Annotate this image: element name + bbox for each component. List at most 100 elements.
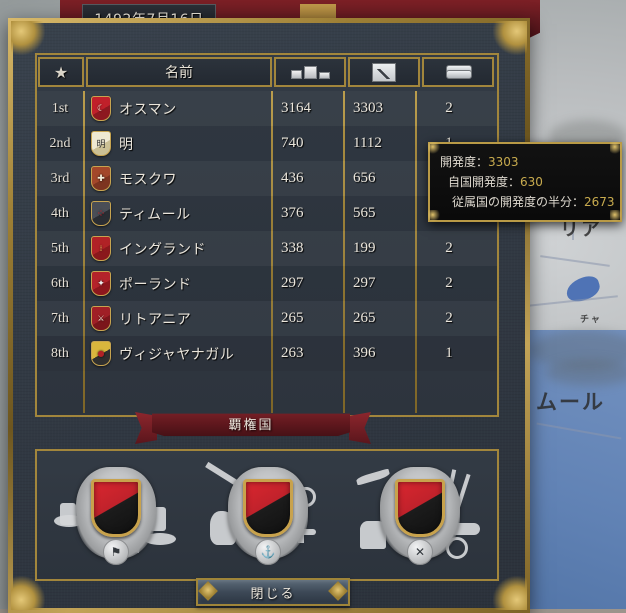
column-header-rank[interactable]: ★: [38, 57, 84, 87]
row-rank: 6th: [51, 275, 69, 291]
corner-ornament-icon: [493, 21, 527, 55]
row-value-score[interactable]: 265: [353, 310, 376, 326]
row-value-score[interactable]: 656: [353, 170, 376, 186]
hegemony-economic[interactable]: ⚑: [43, 461, 189, 569]
corner-ornament-icon: [11, 21, 45, 55]
row-value-score[interactable]: 565: [353, 205, 376, 221]
column-divider: [343, 91, 345, 413]
column-header-name-label: 名前: [165, 65, 193, 81]
country-flag-icon: ⁘: [91, 201, 111, 226]
country-name: オスマン: [119, 101, 177, 118]
country-name: ティムール: [119, 206, 191, 223]
row-rank: 7th: [51, 310, 69, 326]
row-rank: 2nd: [49, 135, 71, 151]
hegemony-naval[interactable]: ⚓: [195, 461, 341, 569]
line-graph-icon: [372, 62, 396, 82]
row-value-score[interactable]: 297: [353, 275, 376, 291]
table-row[interactable]: 2nd 明 明 740 1112 1: [37, 126, 497, 161]
country-flag-icon: ☾: [91, 96, 111, 121]
hegemony-military[interactable]: ✕: [347, 461, 493, 569]
row-rank: 8th: [51, 345, 69, 361]
country-flag-icon: ✦: [91, 271, 111, 296]
country-flag-icon: 明: [91, 131, 111, 156]
column-header-subjects[interactable]: [422, 57, 494, 87]
map-mountain-shade: [530, 330, 626, 370]
map-mountain-shade: [545, 360, 626, 386]
star-icon: ★: [53, 62, 69, 82]
hegemon-banner-label: 覇権国: [152, 413, 350, 436]
naval-hegemony-crest-icon: ⚓: [202, 461, 334, 567]
table-header-row: ★ 名前: [37, 55, 497, 89]
table-row[interactable]: 5th ⁞ イングランド 338 199 2: [37, 231, 497, 266]
tooltip-value-total: 3303: [488, 155, 519, 169]
country-flag-icon: ⁞: [91, 236, 111, 261]
row-value-development: 740: [281, 135, 304, 151]
row-country[interactable]: ⁞ イングランド: [83, 231, 269, 266]
banner-tail-right: [349, 412, 371, 444]
great-powers-window: ★ 名前 1st ☾ オスマン: [8, 18, 530, 613]
column-divider: [271, 91, 273, 413]
row-value-score[interactable]: 1112: [353, 135, 382, 151]
close-button-label: 閉じる: [250, 586, 296, 602]
table-row[interactable]: 8th ● ヴィジャヤナガル 263 396 1: [37, 336, 497, 371]
row-value-development: 3164: [281, 100, 311, 116]
column-divider: [83, 91, 85, 413]
row-rank: 5th: [51, 240, 69, 256]
close-button[interactable]: 閉じる: [196, 578, 350, 606]
corner-ornament-icon: [493, 576, 527, 610]
economic-hegemony-crest-icon: ⚑: [50, 463, 182, 567]
table-row[interactable]: 6th ✦ ポーランド 297 297 2: [37, 266, 497, 301]
tooltip-label-subject: 従属国の開発度の半分：: [452, 195, 585, 209]
country-name: リトアニア: [119, 311, 192, 328]
row-country[interactable]: ✦ ポーランド: [83, 266, 269, 301]
row-value-development: 263: [281, 345, 304, 361]
banner-tail-left: [135, 412, 157, 444]
table-body: 1st ☾ オスマン 3164 3303 2 2nd 明 明 740 1112 …: [37, 91, 497, 413]
row-value-development: 376: [281, 205, 304, 221]
tooltip-corner-icon: [610, 210, 622, 222]
row-rank: 1st: [51, 100, 69, 116]
column-header-score[interactable]: [348, 57, 420, 87]
row-value-subjects: 2: [445, 240, 453, 256]
table-row[interactable]: 1st ☾ オスマン 3164 3303 2: [37, 91, 497, 126]
row-country[interactable]: ✚ モスクワ: [83, 161, 269, 196]
column-header-name[interactable]: 名前: [86, 57, 272, 87]
row-country[interactable]: ☾ オスマン: [83, 91, 269, 126]
row-country[interactable]: ● ヴィジャヤナガル: [83, 336, 269, 371]
row-value-score[interactable]: 3303: [353, 100, 383, 116]
country-name: モスクワ: [119, 171, 177, 188]
row-value-subjects: 1: [445, 345, 453, 361]
row-value-score[interactable]: 199: [353, 240, 376, 256]
country-flag-icon: ⚔: [91, 306, 111, 331]
column-header-total-development[interactable]: [274, 57, 346, 87]
row-rank: 3rd: [50, 170, 70, 186]
military-badge-icon: ✕: [407, 539, 433, 565]
row-value-development: 338: [281, 240, 304, 256]
hegemon-panel: ⚑ ⚓: [35, 449, 499, 581]
country-name: ヴィジャヤナガル: [119, 346, 235, 363]
map-river: [540, 255, 610, 267]
tooltip-corner-icon: [428, 142, 440, 154]
tooltip-line-total: 開発度：3303: [440, 152, 610, 172]
table-row[interactable]: 3rd ✚ モスクワ 436 656 1: [37, 161, 497, 196]
row-country[interactable]: ⁘ ティムール: [83, 196, 269, 231]
table-row[interactable]: 4th ⁘ ティムール 376 565 1: [37, 196, 497, 231]
economic-badge-icon: ⚑: [103, 539, 129, 565]
row-value-development: 436: [281, 170, 304, 186]
tooltip-value-own: 630: [520, 175, 543, 189]
column-divider: [415, 91, 417, 413]
row-value-score[interactable]: 396: [353, 345, 376, 361]
map-label: チャ: [580, 315, 602, 325]
tooltip-corner-icon: [610, 142, 622, 154]
country-flag-icon: ✚: [91, 166, 111, 191]
row-rank: 4th: [51, 205, 69, 221]
development-tooltip: 開発度：3303 自国開発度：630 従属国の開発度の半分：2673: [428, 142, 622, 222]
row-country[interactable]: ⚔ リトアニア: [83, 301, 269, 336]
button-ornament-icon: [198, 581, 218, 601]
naval-badge-icon: ⚓: [255, 539, 281, 565]
row-country[interactable]: 明 明: [83, 126, 269, 161]
tooltip-line-subject: 従属国の開発度の半分：2673: [440, 192, 615, 212]
tooltip-line-own: 自国開発度：630: [440, 172, 610, 192]
table-row[interactable]: 7th ⚔ リトアニア 265 265 2: [37, 301, 497, 336]
button-ornament-icon: [328, 581, 348, 601]
